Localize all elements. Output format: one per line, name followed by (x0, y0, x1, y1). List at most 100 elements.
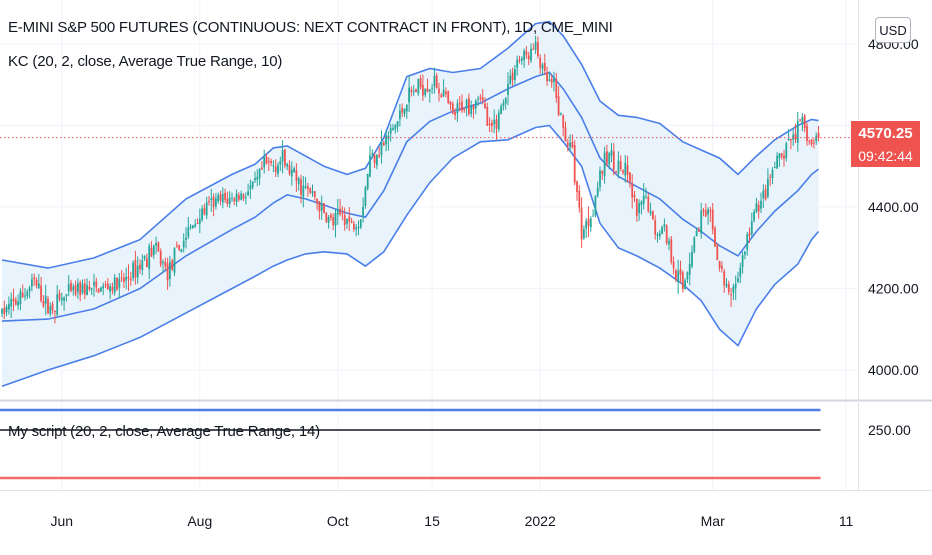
candle[interactable] (737, 271, 739, 284)
candle[interactable] (670, 236, 673, 265)
candle[interactable] (97, 288, 100, 294)
candle[interactable] (247, 183, 249, 197)
candle[interactable] (730, 287, 732, 308)
candle[interactable] (548, 71, 551, 82)
candle[interactable] (357, 220, 360, 236)
candle[interactable] (224, 188, 226, 203)
candle[interactable] (610, 142, 613, 163)
candle[interactable] (261, 161, 263, 170)
candle[interactable] (279, 156, 282, 172)
chart-title[interactable]: E-MINI S&P 500 FUTURES (CONTINUOUS: NEXT… (8, 19, 613, 36)
candle[interactable] (382, 140, 385, 147)
candle[interactable] (495, 114, 498, 140)
candle[interactable] (557, 86, 560, 117)
candle[interactable] (799, 119, 801, 122)
candle[interactable] (111, 282, 114, 295)
candle[interactable] (19, 288, 22, 311)
candle[interactable] (286, 162, 289, 171)
candle[interactable] (709, 206, 712, 222)
candle[interactable] (550, 75, 553, 88)
candle[interactable] (767, 168, 769, 199)
candle[interactable] (281, 140, 284, 174)
candle[interactable] (665, 223, 668, 246)
candle[interactable] (562, 114, 565, 137)
candle[interactable] (65, 293, 68, 302)
candle[interactable] (3, 300, 6, 320)
candle[interactable] (612, 143, 615, 176)
candle[interactable] (373, 153, 376, 168)
candle[interactable] (148, 243, 151, 280)
candle[interactable] (109, 283, 111, 300)
candle[interactable] (182, 233, 185, 253)
candle[interactable] (334, 208, 337, 238)
candle[interactable] (723, 268, 726, 293)
candle[interactable] (796, 111, 799, 152)
candle[interactable] (162, 259, 164, 273)
candle[interactable] (54, 310, 56, 324)
candle[interactable] (180, 248, 183, 253)
candle[interactable] (599, 166, 601, 192)
candle[interactable] (63, 296, 65, 311)
candle[interactable] (219, 190, 222, 206)
candle[interactable] (405, 104, 408, 119)
candle[interactable] (143, 255, 146, 262)
candle[interactable] (81, 279, 84, 295)
candle[interactable] (447, 90, 450, 105)
candle[interactable] (118, 273, 121, 299)
candle[interactable] (746, 231, 749, 256)
candle[interactable] (235, 189, 238, 207)
candle[interactable] (290, 161, 293, 186)
candle[interactable] (645, 187, 647, 199)
candle[interactable] (580, 197, 583, 248)
candle[interactable] (228, 191, 231, 208)
candle[interactable] (284, 149, 286, 169)
candle[interactable] (794, 123, 797, 144)
candle[interactable] (24, 288, 26, 301)
candle[interactable] (647, 193, 650, 213)
candle[interactable] (654, 215, 657, 240)
candle[interactable] (785, 141, 788, 162)
candle[interactable] (566, 138, 569, 152)
candle[interactable] (221, 187, 224, 209)
candle[interactable] (120, 270, 123, 283)
candle[interactable] (463, 107, 466, 113)
candle[interactable] (757, 200, 760, 219)
candle[interactable] (185, 227, 187, 249)
candle[interactable] (152, 244, 155, 259)
candle[interactable] (760, 192, 762, 213)
candle[interactable] (251, 180, 254, 190)
candle[interactable] (769, 174, 772, 187)
candle[interactable] (755, 197, 758, 214)
candle[interactable] (270, 158, 272, 167)
candle[interactable] (619, 155, 622, 172)
candle[interactable] (364, 185, 367, 209)
candle[interactable] (502, 99, 505, 111)
candle[interactable] (307, 182, 309, 197)
candle[interactable] (401, 103, 404, 118)
candle[interactable] (479, 94, 482, 102)
candle[interactable] (403, 108, 406, 117)
candle[interactable] (776, 151, 778, 170)
candle[interactable] (198, 208, 201, 234)
candle[interactable] (104, 281, 107, 289)
candle[interactable] (422, 74, 424, 101)
candle[interactable] (1, 308, 3, 318)
candle[interactable] (242, 193, 245, 201)
candle[interactable] (560, 112, 562, 116)
candle[interactable] (704, 203, 707, 218)
candle[interactable] (780, 152, 783, 160)
candle[interactable] (100, 286, 102, 293)
candle[interactable] (778, 153, 781, 167)
candle[interactable] (366, 173, 369, 191)
candle[interactable] (652, 210, 654, 220)
candle[interactable] (514, 64, 516, 85)
candle[interactable] (141, 254, 144, 276)
candle[interactable] (410, 86, 413, 97)
candle[interactable] (44, 284, 47, 316)
candle[interactable] (35, 277, 38, 289)
script-legend[interactable]: My script (20, 2, close, Average True Ra… (8, 423, 320, 440)
candle[interactable] (440, 92, 443, 98)
candle[interactable] (362, 197, 364, 223)
candle[interactable] (801, 113, 804, 132)
